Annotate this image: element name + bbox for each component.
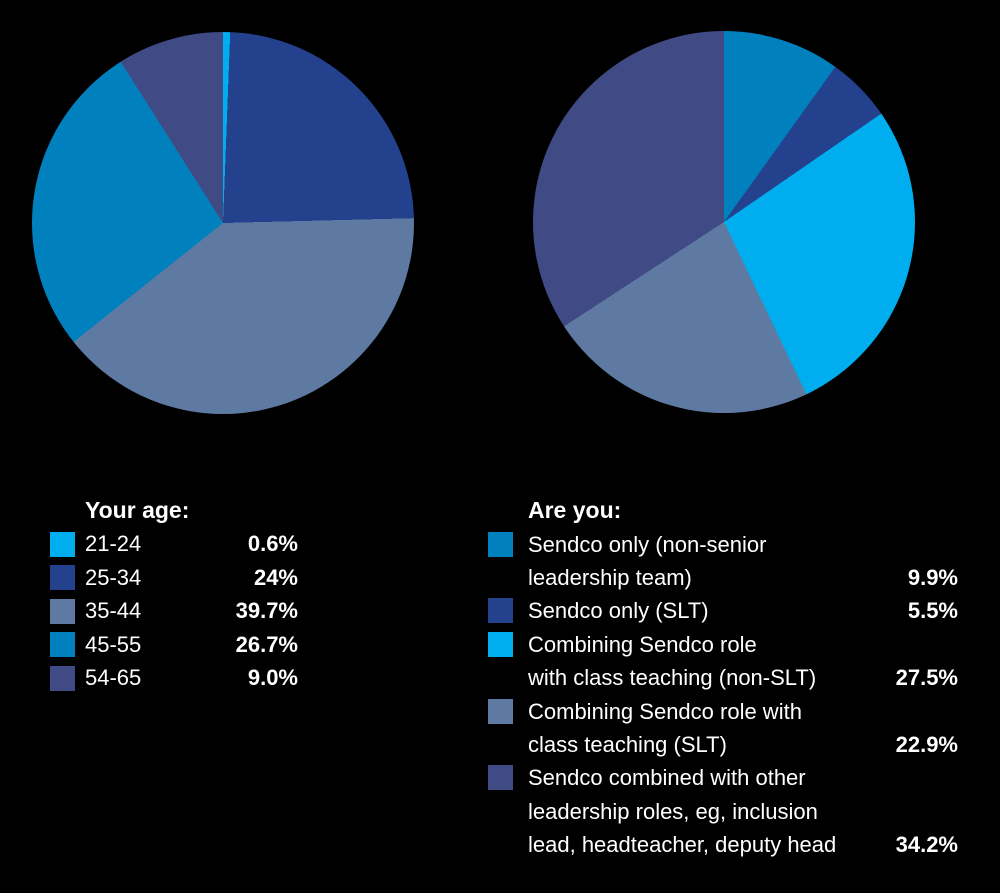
legend-label-line: Sendco only (SLT) [528,598,709,624]
legend-value: 34.2% [895,832,958,858]
pie-chart-role [533,31,915,413]
legend-label: 25-34 [85,564,142,590]
legend-swatch [50,565,75,591]
legend-item-combining-non-slt: Combining Sendco role with class teachin… [488,628,958,695]
legend-label-line: leadership team) [528,564,692,590]
legend-label: 21-24 [85,531,142,557]
legend-label: Sendco combined with other leadership ro… [528,761,896,861]
legend-swatch [488,531,513,557]
legend-label-line: Combining Sendco role with [528,698,802,724]
legend-value: 0.6% [247,531,298,557]
legend-label: Combining Sendco role with class teachin… [528,695,896,762]
legend-item-sendco-combined-other: Sendco combined with other leadership ro… [488,761,958,861]
legend-label: Sendco only (non-senior leadership team) [528,528,908,595]
legend-value: 39.7% [235,598,298,624]
legend-age-title: Your age: [85,497,190,523]
legend-swatch [50,531,75,557]
legend-label: 35-44 [85,598,142,624]
legend-value: 27.5% [895,665,958,691]
legend-role: Are you: Sendco only (non-senior leaders… [488,494,958,862]
legend-item-sendco-only-non-slt: Sendco only (non-senior leadership team)… [488,528,958,595]
legend-label-line: Combining Sendco role [528,631,757,657]
legend-label-line: with class teaching (non-SLT) [528,665,817,691]
legend-row-age-21-24: 21-24 0.6% [50,528,298,562]
legend-label: 54-65 [85,665,142,691]
legend-row-age-35-44: 35-44 39.7% [50,595,298,629]
legend-row-age-45-55: 45-55 26.7% [50,628,298,662]
legend-label: 45-55 [85,631,142,657]
legend-swatch [50,632,75,658]
legend-label-line: leadership roles, eg, inclusion [528,798,818,824]
legend-role-title: Are you: [528,497,622,523]
legend-value: 9.9% [907,564,958,590]
legend-swatch [488,631,513,657]
legend-item-sendco-only-slt: Sendco only (SLT) 5.5% [488,594,958,627]
legend-label-line: class teaching (SLT) [528,731,727,757]
legend-label: Sendco only (SLT) [528,594,908,627]
legend-label-line: Sendco combined with other [528,765,806,791]
legend-swatch [488,698,513,724]
legend-swatch [488,598,513,624]
legend-value: 22.9% [895,731,958,757]
legend-label-line: lead, headteacher, deputy head [528,832,837,858]
legend-swatch [50,598,75,624]
legend-value: 9.0% [247,665,298,691]
legend-swatch [488,765,513,791]
legend-value: 26.7% [235,631,298,657]
legend-row-age-54-65: 54-65 9.0% [50,662,298,696]
legend-swatch [50,665,75,691]
legend-item-combining-slt: Combining Sendco role with class teachin… [488,695,958,762]
legend-row-age-25-34: 25-34 24% [50,561,298,595]
legend-label-line: Sendco only (non-senior [528,531,767,557]
legend-label: Combining Sendco role with class teachin… [528,628,896,695]
legend-value: 24% [253,564,298,590]
legend-age: Your age: 21-24 0.6% 25-34 24% 35-44 39.… [50,494,298,695]
pie-chart-age [32,32,414,414]
legend-value: 5.5% [907,598,958,624]
